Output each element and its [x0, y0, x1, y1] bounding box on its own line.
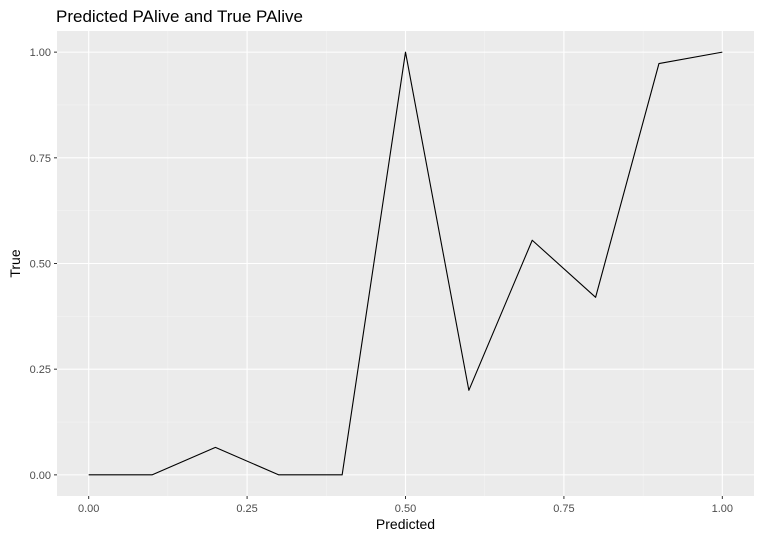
y-tick-label: 0.75: [30, 153, 51, 165]
y-axis-ticks: 0.00 0.25 0.50 0.75 1.00: [30, 47, 57, 482]
major-gridlines: [57, 31, 754, 496]
x-axis-ticks: 0.00 0.25 0.50 0.75 1.00: [78, 496, 733, 515]
x-tick-label: 0.75: [553, 503, 574, 515]
x-tick-label: 1.00: [712, 503, 733, 515]
y-tick-label: 0.50: [30, 259, 51, 271]
y-tick-label: 0.25: [30, 364, 51, 376]
chart-title: Predicted PAlive and True PAlive: [56, 7, 303, 26]
y-axis-title: True: [7, 249, 23, 277]
x-tick-label: 0.00: [78, 503, 99, 515]
x-tick-label: 0.50: [395, 503, 416, 515]
y-tick-label: 1.00: [30, 47, 51, 59]
x-tick-label: 0.25: [236, 503, 257, 515]
x-axis-title: Predicted: [376, 516, 435, 532]
y-tick-label: 0.00: [30, 470, 51, 482]
series-line: [88, 51, 723, 476]
